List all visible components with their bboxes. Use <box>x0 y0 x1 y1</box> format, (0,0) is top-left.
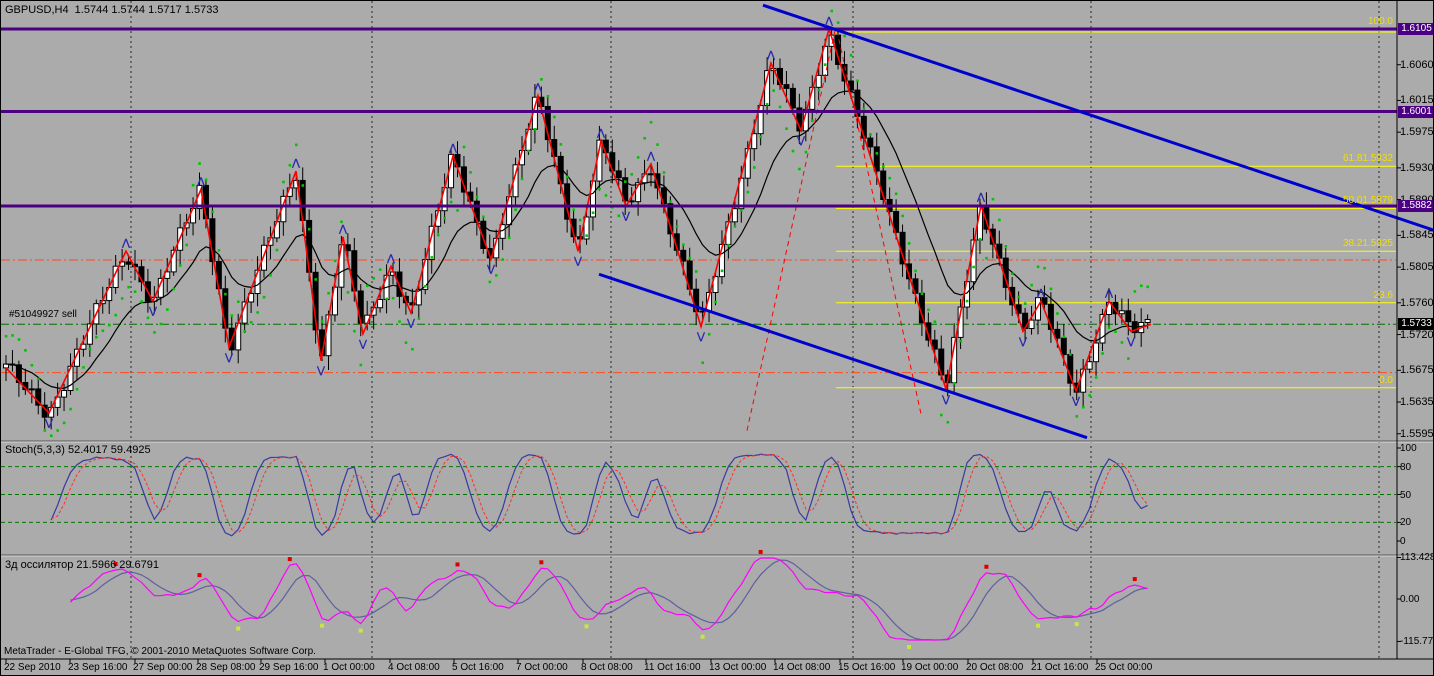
price-tick-label: 1.5930 <box>1400 161 1434 174</box>
swing-high-marker: ⋀ <box>197 176 206 187</box>
swing-low-marker: ⋁ <box>359 339 368 350</box>
date-tick-label: 28 Sep 08:00 <box>196 662 256 673</box>
date-tick-label: 23 Sep 16:00 <box>68 662 128 673</box>
date-tick-label: 1 Oct 00:00 <box>323 662 375 673</box>
price-level-badge: 1.5882 <box>1398 199 1433 212</box>
swing-high-marker: ⋀ <box>339 224 348 235</box>
swing-high-marker: ⋀ <box>647 151 656 162</box>
date-tick-label: 13 Oct 00:00 <box>709 662 767 673</box>
date-tick-label: 22 Sep 2010 <box>4 662 61 673</box>
date-tick-label: 29 Sep 16:00 <box>259 662 319 673</box>
swing-high-marker: ⋀ <box>292 158 301 169</box>
price-tick-label: 1.5720 <box>1400 328 1434 341</box>
swing-low-marker: ⋁ <box>697 332 706 343</box>
price-tick-label: 1.5595 <box>1400 427 1434 440</box>
fib-level-label: 0.0 <box>1379 374 1393 386</box>
swing-low-marker: ⋁ <box>622 211 631 222</box>
swing-low-marker: ⋁ <box>797 136 806 147</box>
swing-high-marker: ⋀ <box>387 253 396 264</box>
fib-level-label: 61.81.5932 <box>1342 153 1393 165</box>
fib-level-label: 23.6 <box>1373 289 1393 301</box>
date-tick-label: 5 Oct 16:00 <box>452 662 504 673</box>
osc-indicator-label: 3д оссилятор 21.5966 29.6791 <box>5 559 160 571</box>
swing-high-marker: ⋀ <box>597 128 606 139</box>
swing-low-marker: ⋁ <box>45 418 54 429</box>
swing-high-marker: ⋀ <box>1037 288 1046 299</box>
swing-low-marker: ⋁ <box>942 394 951 405</box>
date-tick-label: 19 Oct 00:00 <box>901 662 959 673</box>
swing-high-marker: ⋀ <box>122 238 131 249</box>
swing-low-marker: ⋁ <box>1127 336 1136 347</box>
swing-high-marker: ⋀ <box>767 50 776 61</box>
stoch-scale-label: 20 <box>1400 517 1412 529</box>
order-line-label: #51049927 sell <box>9 309 77 320</box>
chart-title: GBPUSD,H4 1.5744 1.5744 1.5717 1.5733 <box>5 4 219 16</box>
osc-scale-label: -115.777 <box>1400 636 1434 648</box>
swing-low-marker: ⋁ <box>574 256 583 267</box>
copyright-text: MetaTrader - E-Global TFG, © 2001-2010 M… <box>4 646 316 657</box>
stoch-scale-label: 100 <box>1400 443 1417 454</box>
date-tick-label: 20 Oct 08:00 <box>966 662 1024 673</box>
date-tick-label: 8 Oct 08:00 <box>581 662 633 673</box>
price-tick-label: 1.5805 <box>1400 261 1434 274</box>
swing-high-marker: ⋀ <box>1105 288 1114 299</box>
swing-low-marker: ⋁ <box>487 264 496 275</box>
fib-level-label: 100.0 <box>1367 16 1393 27</box>
price-tick-label: 1.5845 <box>1400 229 1434 242</box>
stoch-scale-label: 0 <box>1400 536 1406 547</box>
date-tick-label: 27 Sep 00:00 <box>133 662 193 673</box>
swing-high-marker: ⋀ <box>977 192 986 203</box>
swing-low-marker: ⋁ <box>149 306 158 317</box>
stoch-scale-label: 80 <box>1400 461 1412 473</box>
price-tick-label: 1.5760 <box>1400 296 1434 309</box>
fib-level-label: 38.21.5825 <box>1342 238 1393 250</box>
swing-low-marker: ⋁ <box>317 366 326 377</box>
price-tick-label: 1.5975 <box>1400 126 1434 139</box>
fib-level-label: 50.01.5879 <box>1342 195 1393 207</box>
date-tick-label: 21 Oct 16:00 <box>1031 662 1089 673</box>
osc-scale-label: 113.428 <box>1400 552 1434 564</box>
stoch-indicator-label: Stoch(5,3,3) 52.4017 59.4925 <box>5 444 151 456</box>
date-tick-label: 15 Oct 16:00 <box>838 662 896 673</box>
date-tick-label: 25 Oct 00:00 <box>1095 662 1153 673</box>
price-level-badge: 1.6001 <box>1398 105 1433 118</box>
price-tick-label: 1.6015 <box>1400 94 1434 107</box>
stoch-scale-label: 50 <box>1400 489 1412 501</box>
price-level-badge: 1.6105 <box>1398 23 1433 35</box>
date-tick-label: 14 Oct 08:00 <box>773 662 831 673</box>
swing-low-marker: ⋁ <box>1072 396 1081 407</box>
swing-high-marker: ⋀ <box>534 83 543 94</box>
date-tick-label: 11 Oct 16:00 <box>644 662 701 673</box>
price-tick-label: 1.5635 <box>1400 396 1434 409</box>
price-tick-label: 1.6060 <box>1400 58 1434 71</box>
current-price-badge: 1.5733 <box>1398 318 1433 331</box>
date-tick-label: 7 Oct 00:00 <box>516 662 568 673</box>
swing-low-marker: ⋁ <box>225 352 234 363</box>
swing-high-marker: ⋀ <box>449 143 458 154</box>
swing-high-marker: ⋀ <box>825 16 834 27</box>
osc-scale-label: 0.00 <box>1400 594 1420 605</box>
swing-low-marker: ⋁ <box>407 318 416 329</box>
price-tick-label: 1.5675 <box>1400 364 1434 377</box>
swing-low-marker: ⋁ <box>1019 336 1028 347</box>
date-tick-label: 4 Oct 08:00 <box>388 662 440 673</box>
